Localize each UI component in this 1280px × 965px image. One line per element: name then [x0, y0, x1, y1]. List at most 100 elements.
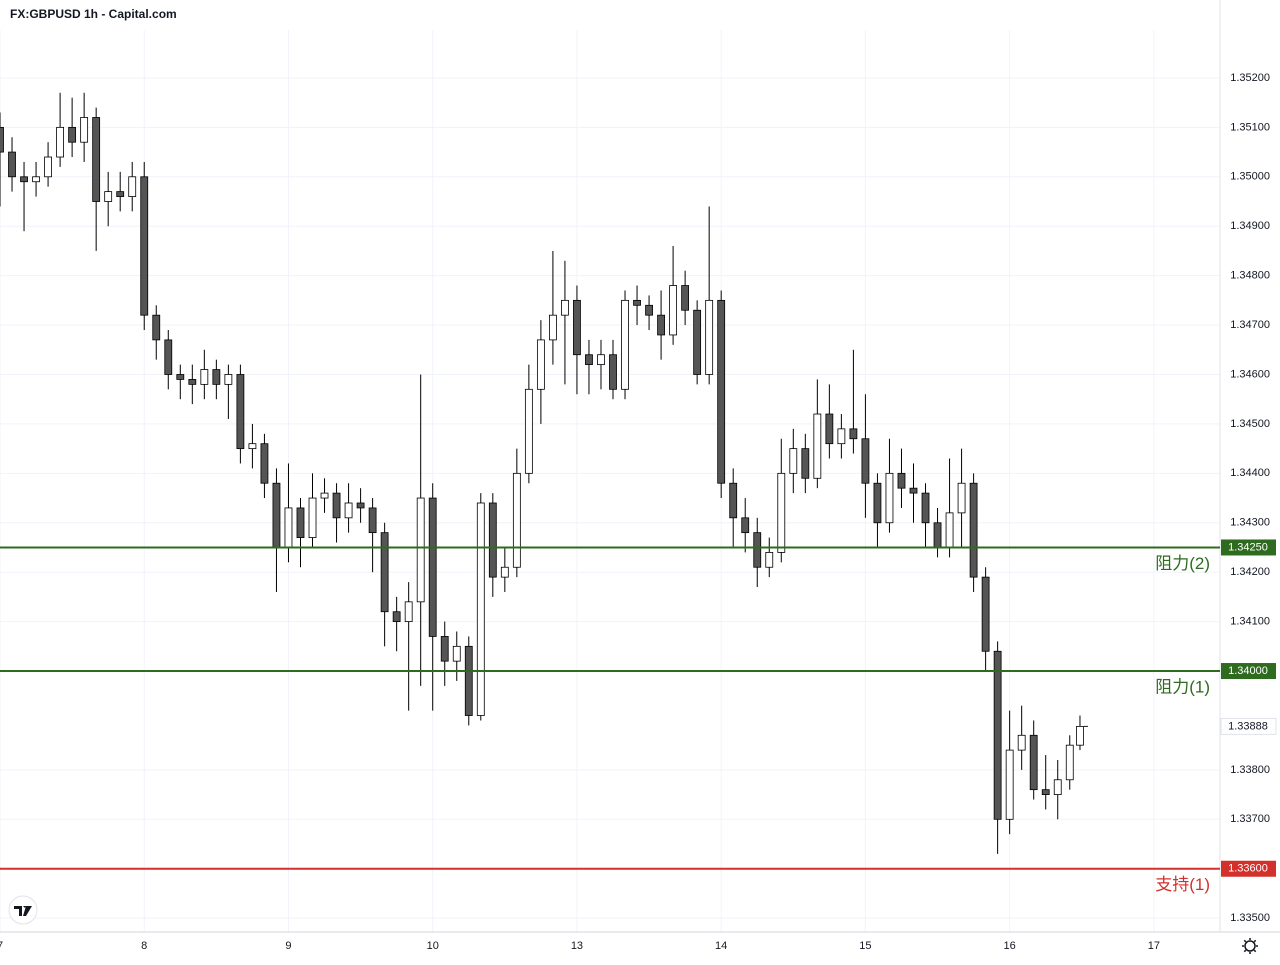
y-tick-label: 1.34300	[1230, 517, 1270, 529]
candle-body	[428, 497, 437, 637]
x-tick-label: 10	[427, 940, 439, 952]
candle-body	[729, 482, 738, 519]
candle-body	[777, 472, 786, 553]
candle-body	[296, 507, 305, 538]
candle-body	[1005, 749, 1014, 820]
candle-body	[813, 413, 822, 479]
y-tick-label: 1.34800	[1230, 270, 1270, 282]
candle-body	[68, 126, 77, 143]
candle-body	[1065, 744, 1074, 781]
candle-body	[512, 472, 521, 568]
y-tick-label: 1.34500	[1230, 418, 1270, 430]
candle-body	[212, 369, 221, 385]
candle-body	[1029, 734, 1038, 791]
candle-body	[260, 443, 269, 484]
candle-body	[897, 472, 906, 489]
candle-body	[837, 428, 846, 445]
candle-body	[188, 379, 197, 385]
price-tag-label: 1.33600	[1228, 863, 1268, 875]
candle-body	[80, 117, 89, 143]
x-tick-label: 15	[859, 940, 871, 952]
candle-body	[464, 645, 473, 716]
candle-body	[1053, 779, 1062, 795]
x-tick-label: 14	[715, 940, 727, 952]
x-tick-label: 17	[1148, 940, 1160, 952]
candle-body	[20, 176, 28, 183]
candle-body	[549, 314, 557, 341]
candle-body	[452, 645, 461, 662]
candle-body	[957, 482, 966, 514]
price-tag-label: 1.34250	[1228, 541, 1268, 553]
candle-body	[416, 497, 425, 603]
candle-body	[32, 176, 40, 183]
candle-body	[284, 507, 293, 548]
y-tick-label: 1.34100	[1230, 616, 1270, 628]
candle-body	[8, 151, 16, 178]
candle-body	[320, 492, 329, 499]
x-tick-label: 8	[141, 940, 147, 952]
candle-body	[104, 191, 113, 202]
candle-body	[308, 497, 317, 538]
y-tick-label: 1.33500	[1230, 912, 1270, 924]
y-tick-label: 1.33800	[1230, 764, 1270, 776]
candle-body	[356, 502, 365, 509]
y-tick-label: 1.34200	[1230, 566, 1270, 578]
candle-body	[693, 309, 702, 375]
candle-body	[585, 354, 593, 366]
y-tick-label: 1.34900	[1230, 220, 1270, 232]
candle-body	[524, 388, 533, 474]
candle-body	[681, 285, 690, 311]
candle-body	[332, 492, 341, 519]
candle-body	[909, 487, 918, 494]
candle-body	[981, 576, 990, 652]
price-tag	[1220, 717, 1277, 735]
candle-body	[621, 299, 629, 390]
candle-body	[476, 502, 485, 716]
candle-body	[801, 448, 810, 479]
candle-body	[152, 314, 161, 341]
candle-body	[669, 285, 678, 336]
candle-body	[1041, 789, 1050, 795]
candle-body	[92, 117, 101, 202]
price-tag	[1221, 539, 1276, 556]
candle-body	[705, 299, 714, 375]
candle-body	[753, 532, 762, 568]
candle-body	[500, 566, 509, 578]
y-tick-label: 1.35100	[1230, 121, 1270, 133]
price-tag	[1221, 663, 1276, 680]
candle-body	[236, 374, 245, 450]
candle-body	[849, 428, 858, 440]
candle-body	[200, 369, 209, 385]
candle-body	[392, 611, 401, 623]
candle-body	[657, 314, 665, 336]
y-tick-label: 1.35200	[1230, 72, 1270, 84]
x-tick-label: 7	[0, 940, 3, 952]
candle-body	[573, 299, 581, 356]
candle-body	[885, 472, 894, 524]
settings-icon[interactable]	[1242, 938, 1258, 954]
last-price-label: 1.33888	[1228, 720, 1268, 732]
candle-body	[873, 482, 882, 524]
level-label: 支持(1)	[1155, 875, 1210, 894]
candle-body	[0, 126, 4, 153]
x-tick-label: 16	[1004, 940, 1016, 952]
candle-body	[717, 299, 726, 484]
y-tick-label: 1.34600	[1230, 368, 1270, 380]
candle-body	[380, 532, 389, 613]
y-tick-label: 1.33700	[1230, 813, 1270, 825]
candle-body	[56, 126, 64, 158]
candle-body	[224, 374, 233, 385]
candle-body	[44, 156, 52, 178]
candle-body	[633, 299, 641, 306]
candle-body	[116, 191, 125, 197]
tv-logo[interactable]	[8, 895, 38, 925]
candle-body	[741, 517, 750, 534]
candle-body	[945, 512, 954, 548]
level-label: 阻力(2)	[1155, 554, 1210, 573]
candle-body	[368, 507, 377, 534]
candle-body	[1076, 725, 1084, 746]
price-tag	[1221, 860, 1276, 877]
candle-body	[272, 482, 281, 548]
candle-body	[609, 354, 617, 390]
